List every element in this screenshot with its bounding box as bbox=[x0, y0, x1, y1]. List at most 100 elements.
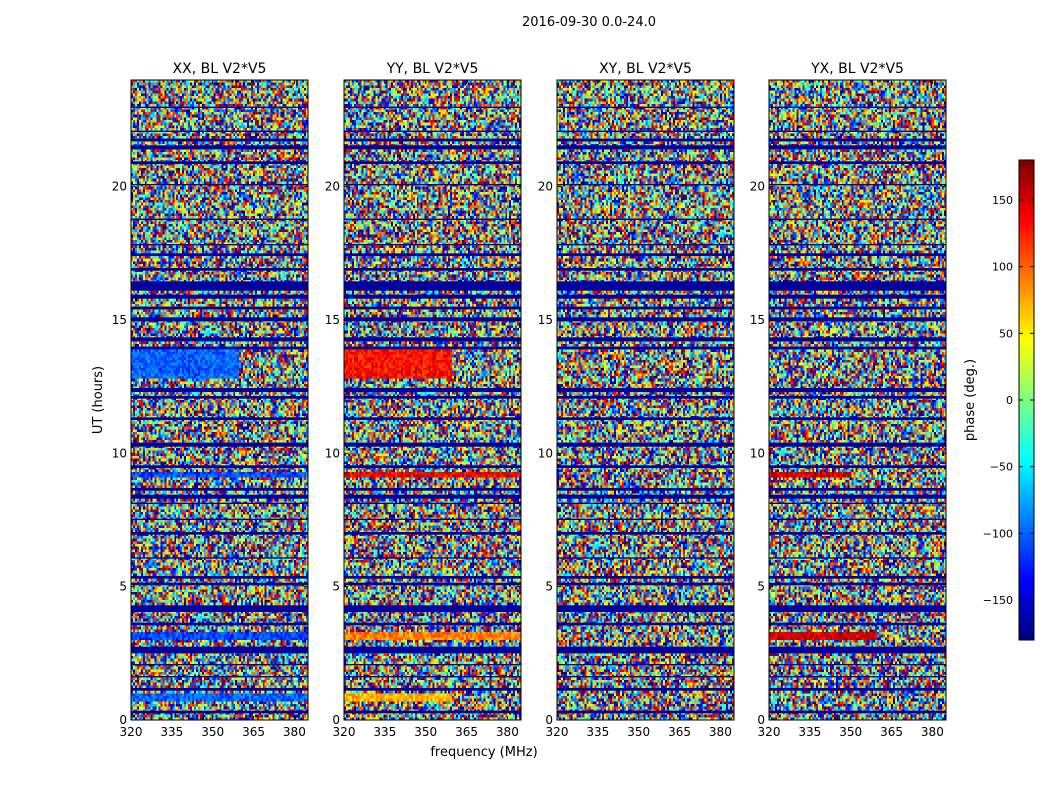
panel-frame bbox=[768, 79, 947, 721]
flagged-band bbox=[131, 396, 308, 399]
y-tick-label: 5 bbox=[545, 580, 553, 594]
flagged-band bbox=[769, 161, 946, 164]
flagged-band bbox=[344, 268, 521, 271]
panel-title: YX, BL V2*V5 bbox=[810, 61, 904, 77]
flagged-band bbox=[131, 145, 308, 150]
flagged-band bbox=[131, 622, 308, 626]
flagged-band bbox=[344, 396, 521, 399]
flagged-band bbox=[557, 557, 734, 559]
x-tick-label: 320 bbox=[120, 725, 143, 739]
y-tick-label: 20 bbox=[112, 180, 127, 194]
x-tick-label: 320 bbox=[546, 725, 569, 739]
y-tick-label: 10 bbox=[750, 446, 765, 460]
flagged-band bbox=[769, 184, 946, 186]
y-tick-label: 10 bbox=[538, 446, 553, 460]
y-tick-label: 20 bbox=[325, 180, 340, 194]
flagged-band bbox=[769, 518, 946, 520]
flagged-band bbox=[344, 138, 521, 142]
heatmap-image-yx bbox=[769, 80, 946, 720]
flagged-band bbox=[557, 294, 734, 299]
colorbar-tick-label: 0 bbox=[1006, 394, 1013, 407]
flagged-band bbox=[557, 396, 734, 399]
flagged-band bbox=[131, 465, 308, 468]
x-tick-label: 335 bbox=[160, 725, 183, 739]
x-tick-label: 380 bbox=[709, 725, 732, 739]
y-tick-label: 15 bbox=[750, 313, 765, 327]
x-tick-label: 380 bbox=[921, 725, 944, 739]
flagged-band bbox=[344, 502, 521, 504]
flagged-band bbox=[769, 576, 946, 579]
flagged-band bbox=[344, 664, 521, 666]
flagged-band bbox=[131, 518, 308, 520]
flagged-band bbox=[344, 582, 521, 586]
flagged-band bbox=[131, 281, 308, 291]
x-tick-label: 350 bbox=[414, 725, 437, 739]
flagged-band bbox=[344, 518, 521, 520]
flagged-band bbox=[344, 442, 521, 447]
flagged-band bbox=[344, 106, 521, 108]
flagged-band bbox=[131, 710, 308, 714]
panel-title: YY, BL V2*V5 bbox=[386, 61, 479, 77]
heatmap-image-xy bbox=[557, 80, 734, 720]
flagged-band bbox=[131, 346, 308, 350]
flagged-band bbox=[344, 622, 521, 626]
flagged-band bbox=[769, 218, 946, 220]
flagged-band bbox=[131, 138, 308, 142]
flagged-band bbox=[557, 388, 734, 392]
flagged-band bbox=[131, 184, 308, 186]
flagged-band bbox=[769, 710, 946, 714]
y-tick-label: 5 bbox=[757, 580, 765, 594]
flagged-band bbox=[344, 488, 521, 491]
flagged-band bbox=[131, 253, 308, 256]
flagged-band bbox=[769, 337, 946, 342]
flagged-band bbox=[557, 532, 734, 535]
flagged-band bbox=[557, 465, 734, 468]
flagged-band bbox=[557, 317, 734, 322]
flagged-band bbox=[557, 346, 734, 350]
panel-frame bbox=[343, 79, 522, 721]
flagged-band bbox=[131, 317, 308, 322]
colorbar-tick-label: −50 bbox=[990, 461, 1013, 474]
flagged-band bbox=[557, 646, 734, 654]
y-tick-label: 15 bbox=[538, 313, 553, 327]
flagged-band bbox=[769, 688, 946, 691]
flagged-band bbox=[769, 557, 946, 559]
flagged-band bbox=[769, 244, 946, 246]
x-tick-label: 350 bbox=[201, 725, 224, 739]
flagged-band bbox=[131, 576, 308, 579]
panel-frame bbox=[556, 79, 735, 721]
flagged-band bbox=[131, 582, 308, 586]
flagged-band bbox=[769, 664, 946, 666]
flagged-band bbox=[131, 442, 308, 447]
y-tick-label: 0 bbox=[757, 713, 765, 727]
flagged-band bbox=[131, 502, 308, 504]
flagged-band bbox=[344, 465, 521, 468]
flagged-band bbox=[344, 281, 521, 291]
flagged-band bbox=[131, 557, 308, 559]
flagged-band bbox=[769, 646, 946, 654]
flagged-band bbox=[557, 106, 734, 108]
flagged-band bbox=[769, 465, 946, 468]
flagged-band bbox=[769, 306, 946, 310]
flagged-band bbox=[557, 576, 734, 579]
flagged-band bbox=[344, 417, 521, 420]
colorbar: −150 −100 −50 0 50 100 150 phase (deg.) bbox=[963, 159, 1035, 641]
x-tick-label: 350 bbox=[627, 725, 650, 739]
flagged-band bbox=[131, 488, 308, 491]
flagged-band bbox=[344, 218, 521, 220]
flagged-band bbox=[131, 494, 308, 499]
flagged-band bbox=[557, 268, 734, 271]
flagged-band bbox=[557, 306, 734, 310]
heatmap-image-xx bbox=[131, 80, 308, 720]
panel-xx: XX, BL V2*V5 320 335 350 365 380 0 5 10 15 20 bbox=[112, 61, 309, 739]
flagged-band bbox=[131, 130, 308, 132]
flagged-band bbox=[131, 532, 308, 535]
flagged-band bbox=[131, 218, 308, 220]
flagged-band bbox=[131, 106, 308, 108]
x-tick-label: 365 bbox=[880, 725, 903, 739]
flagged-band bbox=[131, 417, 308, 420]
colorbar-tick-label: −150 bbox=[983, 594, 1013, 607]
flagged-band bbox=[344, 346, 521, 350]
flagged-band bbox=[344, 710, 521, 714]
